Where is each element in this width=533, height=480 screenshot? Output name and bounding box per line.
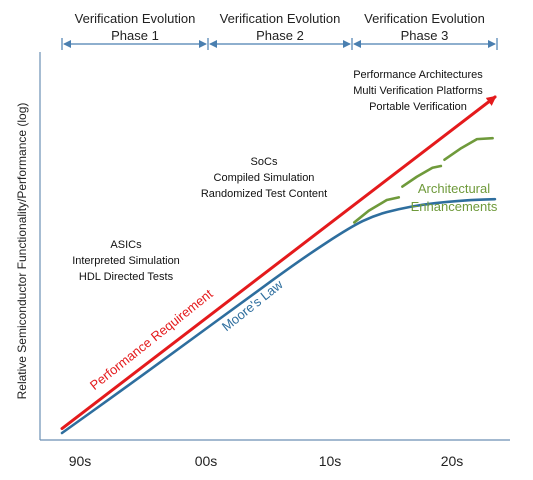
phase-bracket: Verification Evolution Phase 1 Verificatio… (61, 11, 498, 50)
era-descriptions: ASICs Interpreted Simulation HDL Directed … (72, 69, 483, 283)
enhancement-segment-1 (352, 196, 401, 224)
era-1-line: ASICs (110, 239, 142, 251)
era-2-line: Compiled Simulation (214, 172, 315, 184)
enhancements-label: Enhancements (411, 199, 498, 214)
era-1-line: Interpreted Simulation (72, 255, 180, 267)
performance-requirement-line (60, 95, 497, 431)
x-tick-label: 00s (195, 453, 218, 469)
enhancement-segment-2 (401, 164, 443, 188)
phase-1-title: Verification Evolution (75, 11, 196, 26)
enhancement-segment-3 (443, 136, 494, 162)
enhancements-group: Architectural Enhancements (352, 136, 498, 224)
era-2-line: SoCs (251, 156, 278, 168)
moores-law-label: Moore's Law (219, 276, 286, 334)
era-3-line: Performance Architectures (353, 69, 483, 81)
phase-3-title: Verification Evolution (364, 11, 485, 26)
phase-2-number: Phase 2 (256, 28, 304, 43)
x-tick-label: 90s (69, 453, 92, 469)
y-axis-label: Relative Semiconductor Functionality/Per… (15, 103, 29, 400)
x-tick-label: 20s (441, 453, 464, 469)
era-3-line: Multi Verification Platforms (353, 85, 483, 97)
x-tick-label: 10s (319, 453, 342, 469)
moores-law-line (60, 197, 497, 435)
performance-requirement-label: Performance Requirement (87, 286, 216, 393)
era-3-line: Portable Verification (369, 101, 467, 113)
phase-2-title: Verification Evolution (220, 11, 341, 26)
x-tick-labels: 90s 00s 10s 20s (69, 453, 464, 469)
phase-1-number: Phase 1 (111, 28, 159, 43)
era-2-line: Randomized Test Content (201, 188, 327, 200)
phase-3-number: Phase 3 (401, 28, 449, 43)
enhancements-label: Architectural (418, 181, 490, 196)
era-1-line: HDL Directed Tests (79, 271, 174, 283)
